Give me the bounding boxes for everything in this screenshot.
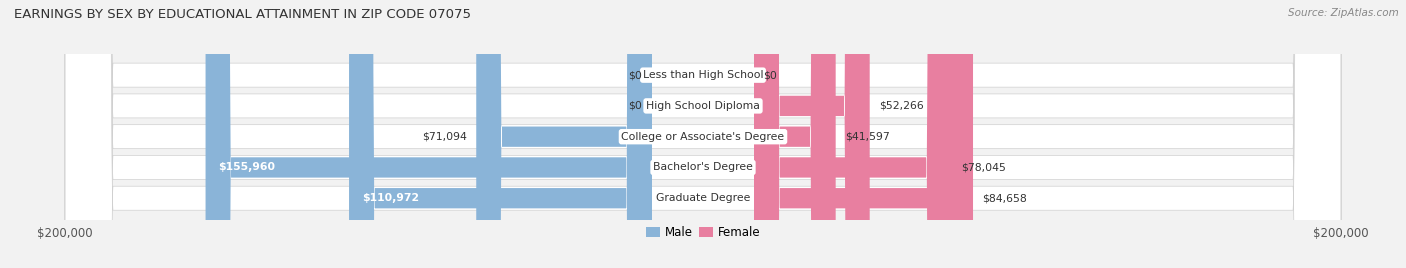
FancyBboxPatch shape: [754, 0, 870, 268]
Text: Source: ZipAtlas.com: Source: ZipAtlas.com: [1288, 8, 1399, 18]
FancyBboxPatch shape: [65, 0, 1341, 268]
Text: $110,972: $110,972: [361, 193, 419, 203]
Text: $78,045: $78,045: [962, 162, 1007, 172]
FancyBboxPatch shape: [65, 0, 1341, 268]
Legend: Male, Female: Male, Female: [641, 221, 765, 244]
Text: $0: $0: [763, 70, 778, 80]
FancyBboxPatch shape: [754, 0, 973, 268]
Text: EARNINGS BY SEX BY EDUCATIONAL ATTAINMENT IN ZIP CODE 07075: EARNINGS BY SEX BY EDUCATIONAL ATTAINMEN…: [14, 8, 471, 21]
FancyBboxPatch shape: [754, 0, 835, 268]
Text: $52,266: $52,266: [879, 101, 924, 111]
Text: High School Diploma: High School Diploma: [647, 101, 759, 111]
Text: Bachelor's Degree: Bachelor's Degree: [652, 162, 754, 172]
FancyBboxPatch shape: [65, 0, 1341, 268]
Text: $84,658: $84,658: [983, 193, 1028, 203]
Text: $0: $0: [628, 101, 643, 111]
FancyBboxPatch shape: [349, 0, 652, 268]
Text: $41,597: $41,597: [845, 132, 890, 142]
FancyBboxPatch shape: [65, 0, 1341, 268]
Text: Graduate Degree: Graduate Degree: [655, 193, 751, 203]
Text: $0: $0: [628, 70, 643, 80]
FancyBboxPatch shape: [65, 0, 1341, 268]
FancyBboxPatch shape: [477, 0, 652, 268]
Text: Less than High School: Less than High School: [643, 70, 763, 80]
FancyBboxPatch shape: [754, 0, 952, 268]
Text: $71,094: $71,094: [422, 132, 467, 142]
Text: College or Associate's Degree: College or Associate's Degree: [621, 132, 785, 142]
Text: $155,960: $155,960: [218, 162, 276, 172]
FancyBboxPatch shape: [205, 0, 652, 268]
